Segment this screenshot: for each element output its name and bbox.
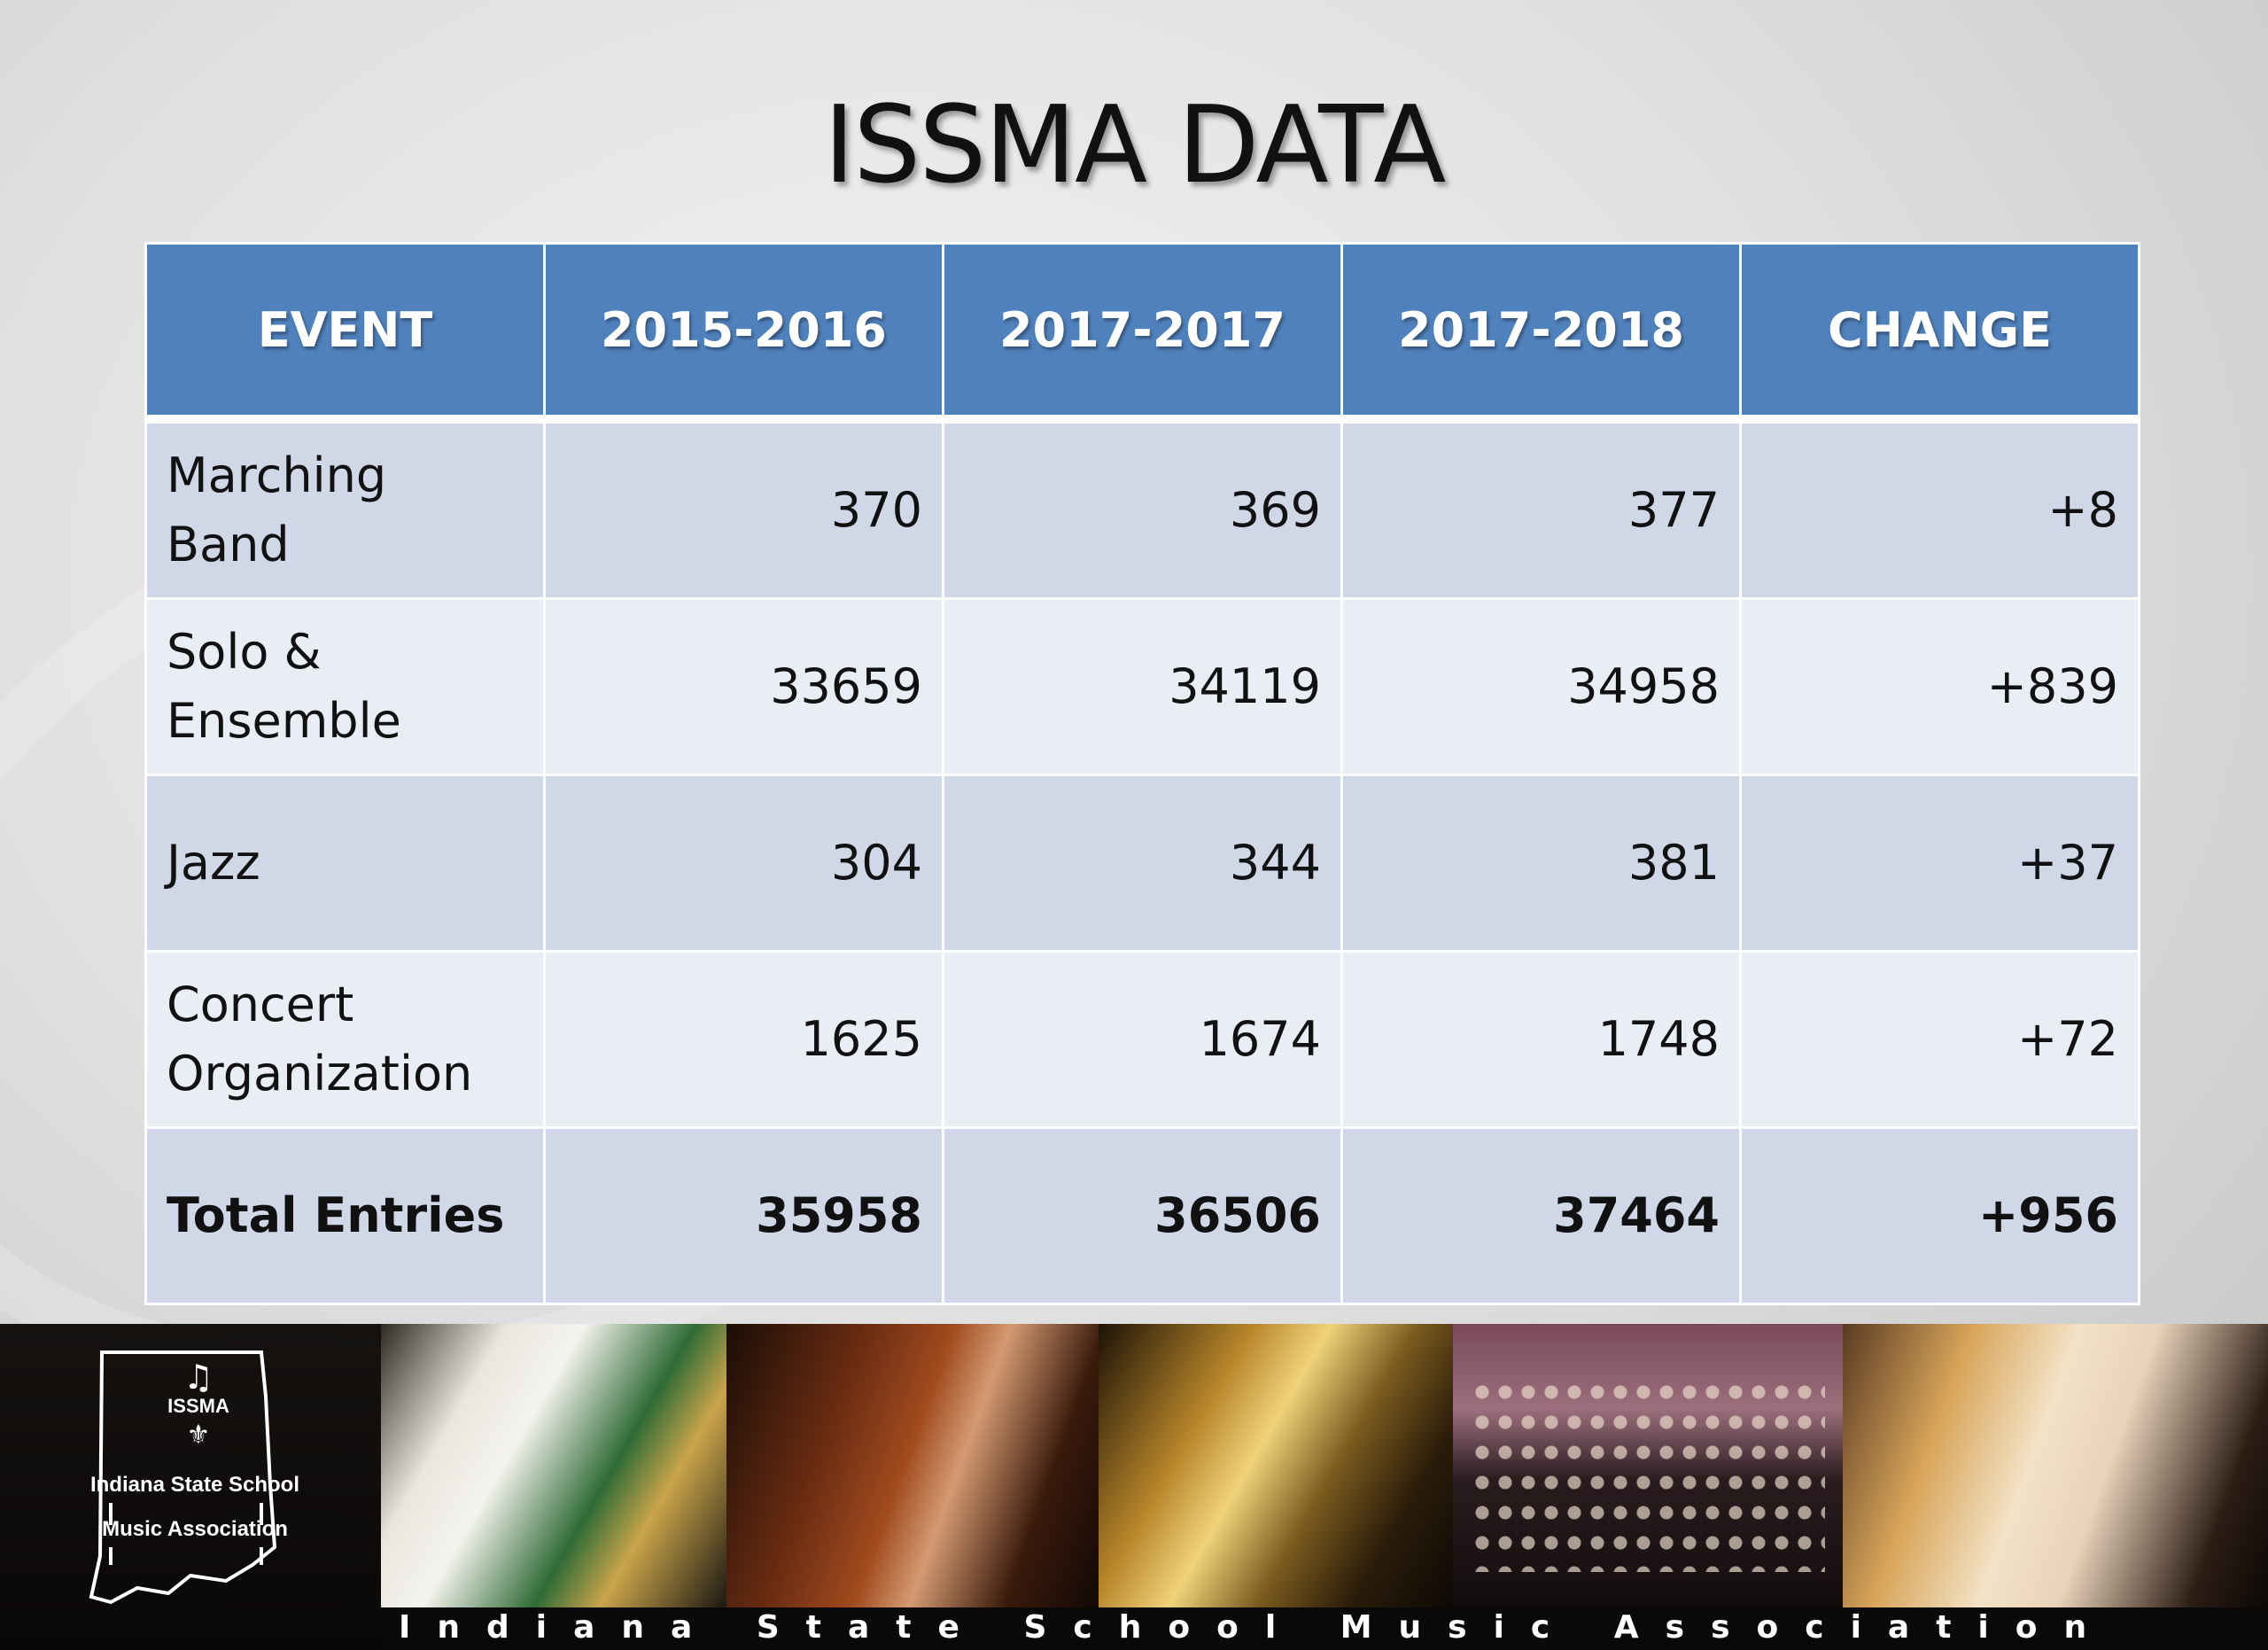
change-cell: +8: [1739, 417, 2140, 600]
value-cell: 1748: [1340, 950, 1742, 1129]
table-row: Concert Organization 1625 1674 1748 +72: [144, 950, 2140, 1129]
photo-saxophone: [1099, 1324, 1453, 1607]
value-cell: 381: [1340, 774, 1742, 953]
event-cell: Total Entries: [144, 1126, 546, 1305]
value-cell: 34958: [1340, 597, 1742, 776]
change-cell: +72: [1739, 950, 2140, 1129]
table-row: Marching Band 370 369 377 +8: [144, 417, 2140, 600]
header-2017-2017: 2017-2017: [942, 242, 1343, 424]
photo-violin: [726, 1324, 1099, 1607]
issma-banner: ♫ ISSMA ⚜ Indiana State School Music Ass…: [0, 1324, 2268, 1650]
table-total-row: Total Entries 35958 36506 37464 +956: [144, 1126, 2140, 1305]
event-cell: Concert Organization: [144, 950, 546, 1129]
value-cell: 34119: [942, 597, 1343, 776]
lyre-icon: ♫ ISSMA ⚜: [159, 1359, 237, 1466]
photo-trumpet-player: [1843, 1324, 2268, 1607]
choir-members: [1471, 1377, 1825, 1572]
header-2017-2018: 2017-2018: [1340, 242, 1742, 424]
event-cell: Jazz: [144, 774, 546, 953]
banner-footer-text: Indiana State School Music Association: [399, 1609, 2114, 1646]
value-cell: 37464: [1340, 1126, 1742, 1305]
header-change: CHANGE: [1739, 242, 2140, 424]
event-cell: Marching Band: [144, 417, 546, 600]
issma-logo: ♫ ISSMA ⚜ Indiana State School Music Ass…: [0, 1324, 381, 1650]
slide-title: ISSMA DATA: [823, 84, 1447, 207]
change-cell: +956: [1739, 1126, 2140, 1305]
value-cell: 35958: [543, 1126, 944, 1305]
event-cell: Solo & Ensemble: [144, 597, 546, 776]
table-header-row: EVENT 2015-2016 2017-2017 2017-2018 CHAN…: [144, 242, 2140, 424]
header-2015-2016: 2015-2016: [543, 242, 944, 424]
value-cell: 344: [942, 774, 1343, 953]
value-cell: 33659: [543, 597, 944, 776]
issma-data-table: EVENT 2015-2016 2017-2017 2017-2018 CHAN…: [144, 242, 2140, 1305]
value-cell: 1625: [543, 950, 944, 1129]
logo-text-line1: Indiana State School: [89, 1473, 300, 1497]
table-row: Jazz 304 344 381 +37: [144, 774, 2140, 953]
photo-marching-uniform: [381, 1324, 726, 1607]
value-cell: 377: [1340, 417, 1742, 600]
value-cell: 304: [543, 774, 944, 953]
value-cell: 369: [942, 417, 1343, 600]
change-cell: +37: [1739, 774, 2140, 953]
header-event: EVENT: [144, 242, 546, 424]
value-cell: 1674: [942, 950, 1343, 1129]
table-row: Solo & Ensemble 33659 34119 34958 +839: [144, 597, 2140, 776]
indiana-state-outline: [89, 1350, 277, 1605]
logo-text-line2: Music Association: [102, 1517, 288, 1541]
value-cell: 36506: [942, 1126, 1343, 1305]
change-cell: +839: [1739, 597, 2140, 776]
value-cell: 370: [543, 417, 944, 600]
logo-abbreviation: ISSMA: [167, 1395, 229, 1417]
